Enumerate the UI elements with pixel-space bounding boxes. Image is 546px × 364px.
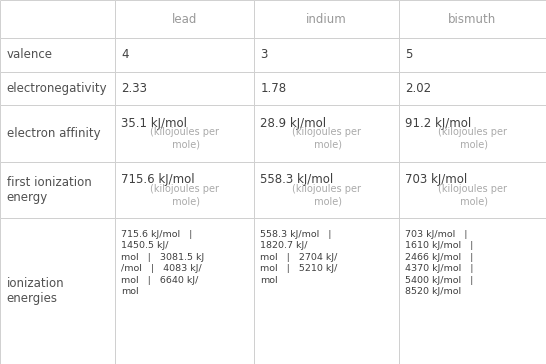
Text: ionization
energies: ionization energies <box>7 277 64 305</box>
Text: 715.6 kJ/mol   |
1450.5 kJ/
mol   |   3081.5 kJ
/mol   |   4083 kJ/
mol   |   66: 715.6 kJ/mol | 1450.5 kJ/ mol | 3081.5 k… <box>121 230 204 296</box>
Text: 28.9 kJ/mol: 28.9 kJ/mol <box>260 117 327 130</box>
Text: 1.78: 1.78 <box>260 82 287 95</box>
Text: first ionization
energy: first ionization energy <box>7 176 91 204</box>
Text: lead: lead <box>171 13 197 25</box>
Text: 2.33: 2.33 <box>121 82 147 95</box>
Text: 703 kJ/mol: 703 kJ/mol <box>405 173 467 186</box>
Text: 715.6 kJ/mol: 715.6 kJ/mol <box>121 173 195 186</box>
Text: electron affinity: electron affinity <box>7 127 100 140</box>
Text: 558.3 kJ/mol   |
1820.7 kJ/
mol   |   2704 kJ/
mol   |   5210 kJ/
mol: 558.3 kJ/mol | 1820.7 kJ/ mol | 2704 kJ/… <box>260 230 338 285</box>
Text: 2.02: 2.02 <box>405 82 431 95</box>
Text: 5: 5 <box>405 48 413 62</box>
Text: 703 kJ/mol   |
1610 kJ/mol   |
2466 kJ/mol   |
4370 kJ/mol   |
5400 kJ/mol   |
8: 703 kJ/mol | 1610 kJ/mol | 2466 kJ/mol |… <box>405 230 473 296</box>
Text: 558.3 kJ/mol: 558.3 kJ/mol <box>260 173 334 186</box>
Text: indium: indium <box>306 13 347 25</box>
Text: (kilojoules per
 mole): (kilojoules per mole) <box>150 184 219 206</box>
Text: (kilojoules per
 mole): (kilojoules per mole) <box>292 184 361 206</box>
Text: 4: 4 <box>121 48 129 62</box>
Text: 3: 3 <box>260 48 268 62</box>
Text: valence: valence <box>7 48 52 62</box>
Text: (kilojoules per
 mole): (kilojoules per mole) <box>292 127 361 150</box>
Text: (kilojoules per
 mole): (kilojoules per mole) <box>438 184 507 206</box>
Text: 35.1 kJ/mol: 35.1 kJ/mol <box>121 117 187 130</box>
Text: 91.2 kJ/mol: 91.2 kJ/mol <box>405 117 471 130</box>
Text: bismuth: bismuth <box>448 13 496 25</box>
Text: (kilojoules per
 mole): (kilojoules per mole) <box>438 127 507 150</box>
Text: electronegativity: electronegativity <box>7 82 107 95</box>
Text: (kilojoules per
 mole): (kilojoules per mole) <box>150 127 219 150</box>
